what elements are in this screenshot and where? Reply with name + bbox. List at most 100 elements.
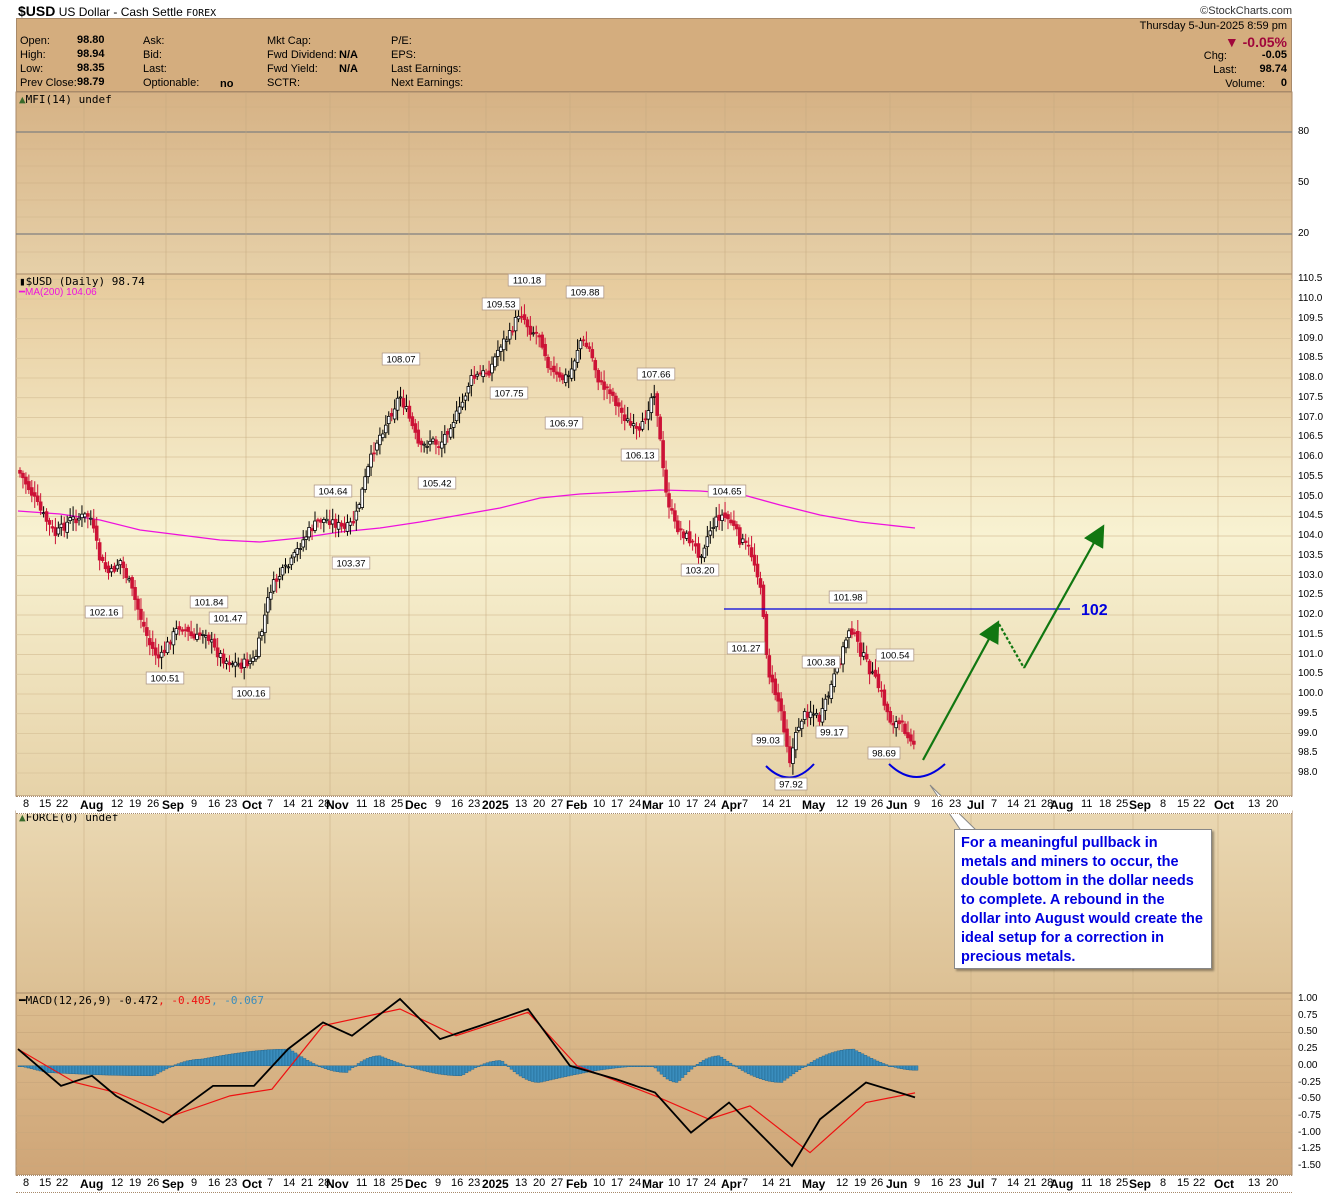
x-tick: Nov [326, 1177, 349, 1191]
x-tick: 21 [301, 798, 314, 810]
exchange: FOREX [186, 8, 217, 19]
x-tick: 23 [225, 798, 238, 810]
x-tick: 17 [686, 1177, 699, 1189]
x-tick: 23 [225, 1177, 238, 1189]
svg-text:107.75: 107.75 [494, 389, 523, 400]
x-tick: 14 [283, 798, 296, 810]
x-tick: 21 [301, 1177, 314, 1189]
svg-text:100.16: 100.16 [236, 689, 265, 700]
price-annotation-label: 101.47 [208, 611, 248, 625]
x-tick: 18 [1099, 798, 1112, 810]
x-tick: Sep [162, 798, 185, 812]
price-annotations: 102.16 100.51 101.84 101.47 100.16 104.64 103.… [84, 273, 915, 791]
x-tick: 9 [435, 798, 442, 810]
x-tick: 7 [991, 1177, 998, 1189]
macd-panel [15, 992, 1293, 1176]
price-annotation-label: 100.51 [145, 671, 185, 685]
x-tick: Sep [1129, 798, 1152, 812]
ask-label: Ask: [143, 35, 165, 47]
x-tick: 13 [1248, 1177, 1261, 1189]
open-value: 98.80 [77, 34, 105, 46]
price-tick: 102.0 [1298, 609, 1324, 620]
high-value: 98.94 [77, 48, 105, 60]
x-tick: 26 [871, 798, 884, 810]
change-percent: ▼ -0.05% [1224, 34, 1287, 50]
x-tick: 28 [1041, 1177, 1054, 1189]
eps-label: EPS: [391, 49, 417, 61]
macd-x-axis: 8 15 22 Aug 12 19 26 Sep 9 16 23 Oct 7 14 21 28 Nov 11 18 2… [16, 1175, 1292, 1193]
x-tick: 25 [1116, 798, 1129, 810]
price-annotation-label: 100.38 [801, 655, 841, 669]
x-tick: 21 [779, 798, 792, 810]
x-tick: Jul [967, 1177, 985, 1191]
mktcap-label: Mkt Cap: [267, 35, 312, 47]
price-annotation-label: 108.07 [381, 352, 421, 366]
x-tick: 21 [1024, 1177, 1037, 1189]
x-tick: Apr [721, 798, 742, 812]
price-annotation-label: 101.84 [189, 595, 229, 609]
x-tick: Oct [242, 1177, 263, 1191]
x-tick: Aug [1050, 1177, 1074, 1191]
price-tick: 109.5 [1298, 312, 1324, 324]
x-tick: 25 [1116, 1177, 1129, 1189]
x-tick: 14 [762, 798, 775, 810]
prevclose-value: 98.79 [77, 76, 105, 88]
x-tick: 9 [435, 1177, 442, 1189]
x-tick: 27 [551, 1177, 564, 1189]
macd-histogram [17, 1048, 919, 1083]
price-tick: 110.5 [1298, 273, 1323, 285]
x-tick: 23 [949, 798, 962, 810]
projection-dashed-pullback [998, 623, 1025, 669]
x-tick: 13 [1248, 798, 1261, 810]
projection-arrow-up-2 [1023, 524, 1105, 669]
macd-tick: -0.25 [1298, 1076, 1321, 1088]
x-tick: Aug [80, 1177, 104, 1191]
x-tick: 9 [914, 798, 921, 810]
price-tick: 105.0 [1298, 490, 1324, 502]
x-tick: 26 [147, 1177, 160, 1189]
fwddiv-label: Fwd Dividend: [267, 49, 337, 61]
price-tick: 106.5 [1298, 431, 1324, 443]
mfi-tick: 50 [1298, 177, 1310, 188]
x-tick: May [802, 798, 826, 812]
macd-legend: ━MACD(12,26,9) -0.472, -0.405, -0.067 [19, 994, 265, 1007]
x-tick: 24 [704, 1177, 717, 1189]
price-tick: 103.5 [1298, 549, 1324, 561]
x-tick: Dec [405, 1177, 428, 1191]
x-tick: 10 [668, 798, 681, 810]
x-tick: 20 [533, 1177, 546, 1189]
x-tick: 7 [267, 798, 274, 810]
x-tick: 16 [451, 798, 464, 810]
volume-value: 0 [1280, 77, 1287, 89]
macd-tick: -0.75 [1298, 1109, 1321, 1121]
x-tick: 20 [1266, 798, 1279, 810]
x-tick: 9 [191, 798, 198, 810]
bid-label: Bid: [143, 49, 162, 61]
price-tick: 104.0 [1298, 530, 1324, 541]
x-tick: 21 [1024, 798, 1037, 810]
datetime: Thursday 5-Jun-2025 8:59 pm [1139, 20, 1287, 32]
price-annotation-label: 103.37 [331, 556, 371, 570]
optionable-label: Optionable: [143, 77, 200, 89]
macd-tick: 0.00 [1298, 1059, 1318, 1071]
macd-signal-line [17, 1008, 916, 1154]
price-annotation-label: 99.03 [751, 733, 785, 747]
price-annotation-label: 102.16 [84, 605, 124, 619]
x-tick: 23 [468, 798, 481, 810]
macd-tick: 0.50 [1298, 1026, 1318, 1038]
indicator-icon: ▲ [19, 93, 26, 106]
svg-text:99.03: 99.03 [756, 736, 780, 747]
indicator-icon: ▲ [19, 811, 26, 824]
price-annotation-label: 110.18 [507, 273, 547, 287]
x-tick: Apr [721, 1177, 742, 1191]
price-annotation-label: 106.13 [620, 448, 660, 462]
x-tick: 18 [373, 1177, 386, 1189]
x-tick: 17 [686, 798, 699, 810]
x-tick: 7 [742, 798, 749, 810]
annotation-callout: For a meaningful pullback in metals and … [954, 829, 1212, 969]
last-label: Last: [143, 63, 167, 75]
x-tick: 13 [515, 798, 528, 810]
x-tick: 25 [391, 1177, 404, 1189]
next-earnings-label: Next Earnings: [391, 77, 464, 89]
